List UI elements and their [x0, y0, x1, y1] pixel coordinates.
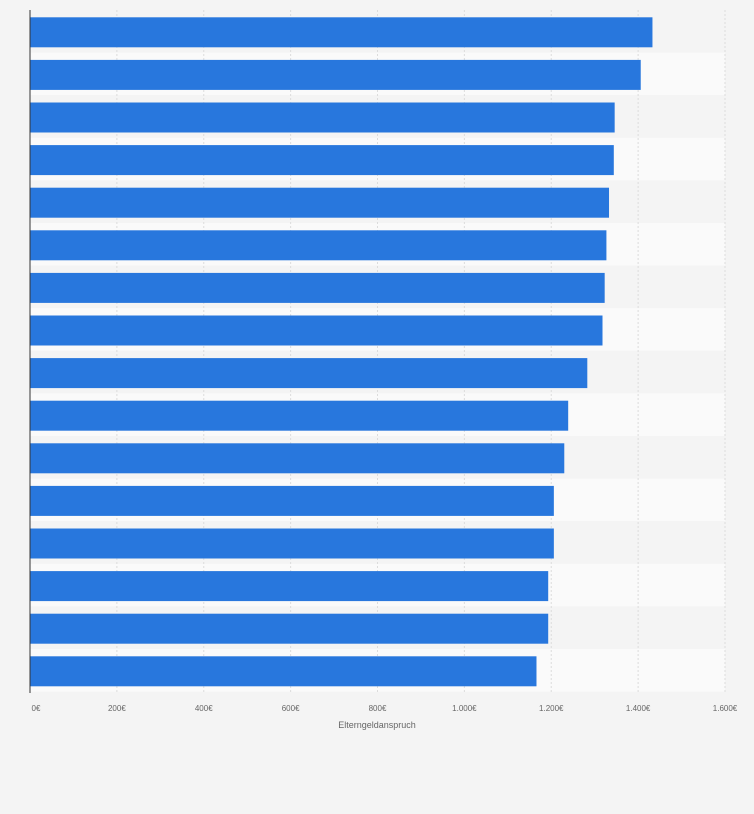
bar[interactable]	[30, 187, 610, 218]
bar[interactable]	[30, 59, 641, 90]
bar[interactable]	[30, 613, 549, 644]
x-tick-label: 0€	[32, 704, 41, 713]
bar[interactable]	[30, 102, 615, 133]
x-tick-label: 1.600€	[713, 704, 738, 713]
bar[interactable]	[30, 17, 653, 48]
bar[interactable]	[30, 528, 554, 559]
x-tick-label: 1.000€	[452, 704, 477, 713]
bar[interactable]	[30, 272, 605, 303]
x-tick-label: 600€	[282, 704, 300, 713]
bar[interactable]	[30, 400, 569, 431]
bar[interactable]	[30, 315, 603, 346]
x-tick-label: 1.400€	[626, 704, 651, 713]
bar[interactable]	[30, 358, 588, 389]
x-axis-ticks: 0€ 200€ 400€ 600€ 800€ 1.000€ 1.200€ 1.400€ 1.60…	[32, 704, 738, 713]
x-tick-label: 200€	[108, 704, 126, 713]
bar[interactable]	[30, 485, 554, 516]
bar[interactable]	[30, 230, 607, 261]
bar[interactable]	[30, 656, 537, 687]
bars	[30, 17, 653, 687]
bar[interactable]	[30, 145, 614, 176]
bar[interactable]	[30, 443, 565, 474]
x-axis-title: Elterngeldanspruch	[338, 720, 416, 730]
x-tick-label: 1.200€	[539, 704, 564, 713]
x-tick-label: 800€	[369, 704, 387, 713]
x-tick-label: 400€	[195, 704, 213, 713]
bar[interactable]	[30, 571, 549, 602]
